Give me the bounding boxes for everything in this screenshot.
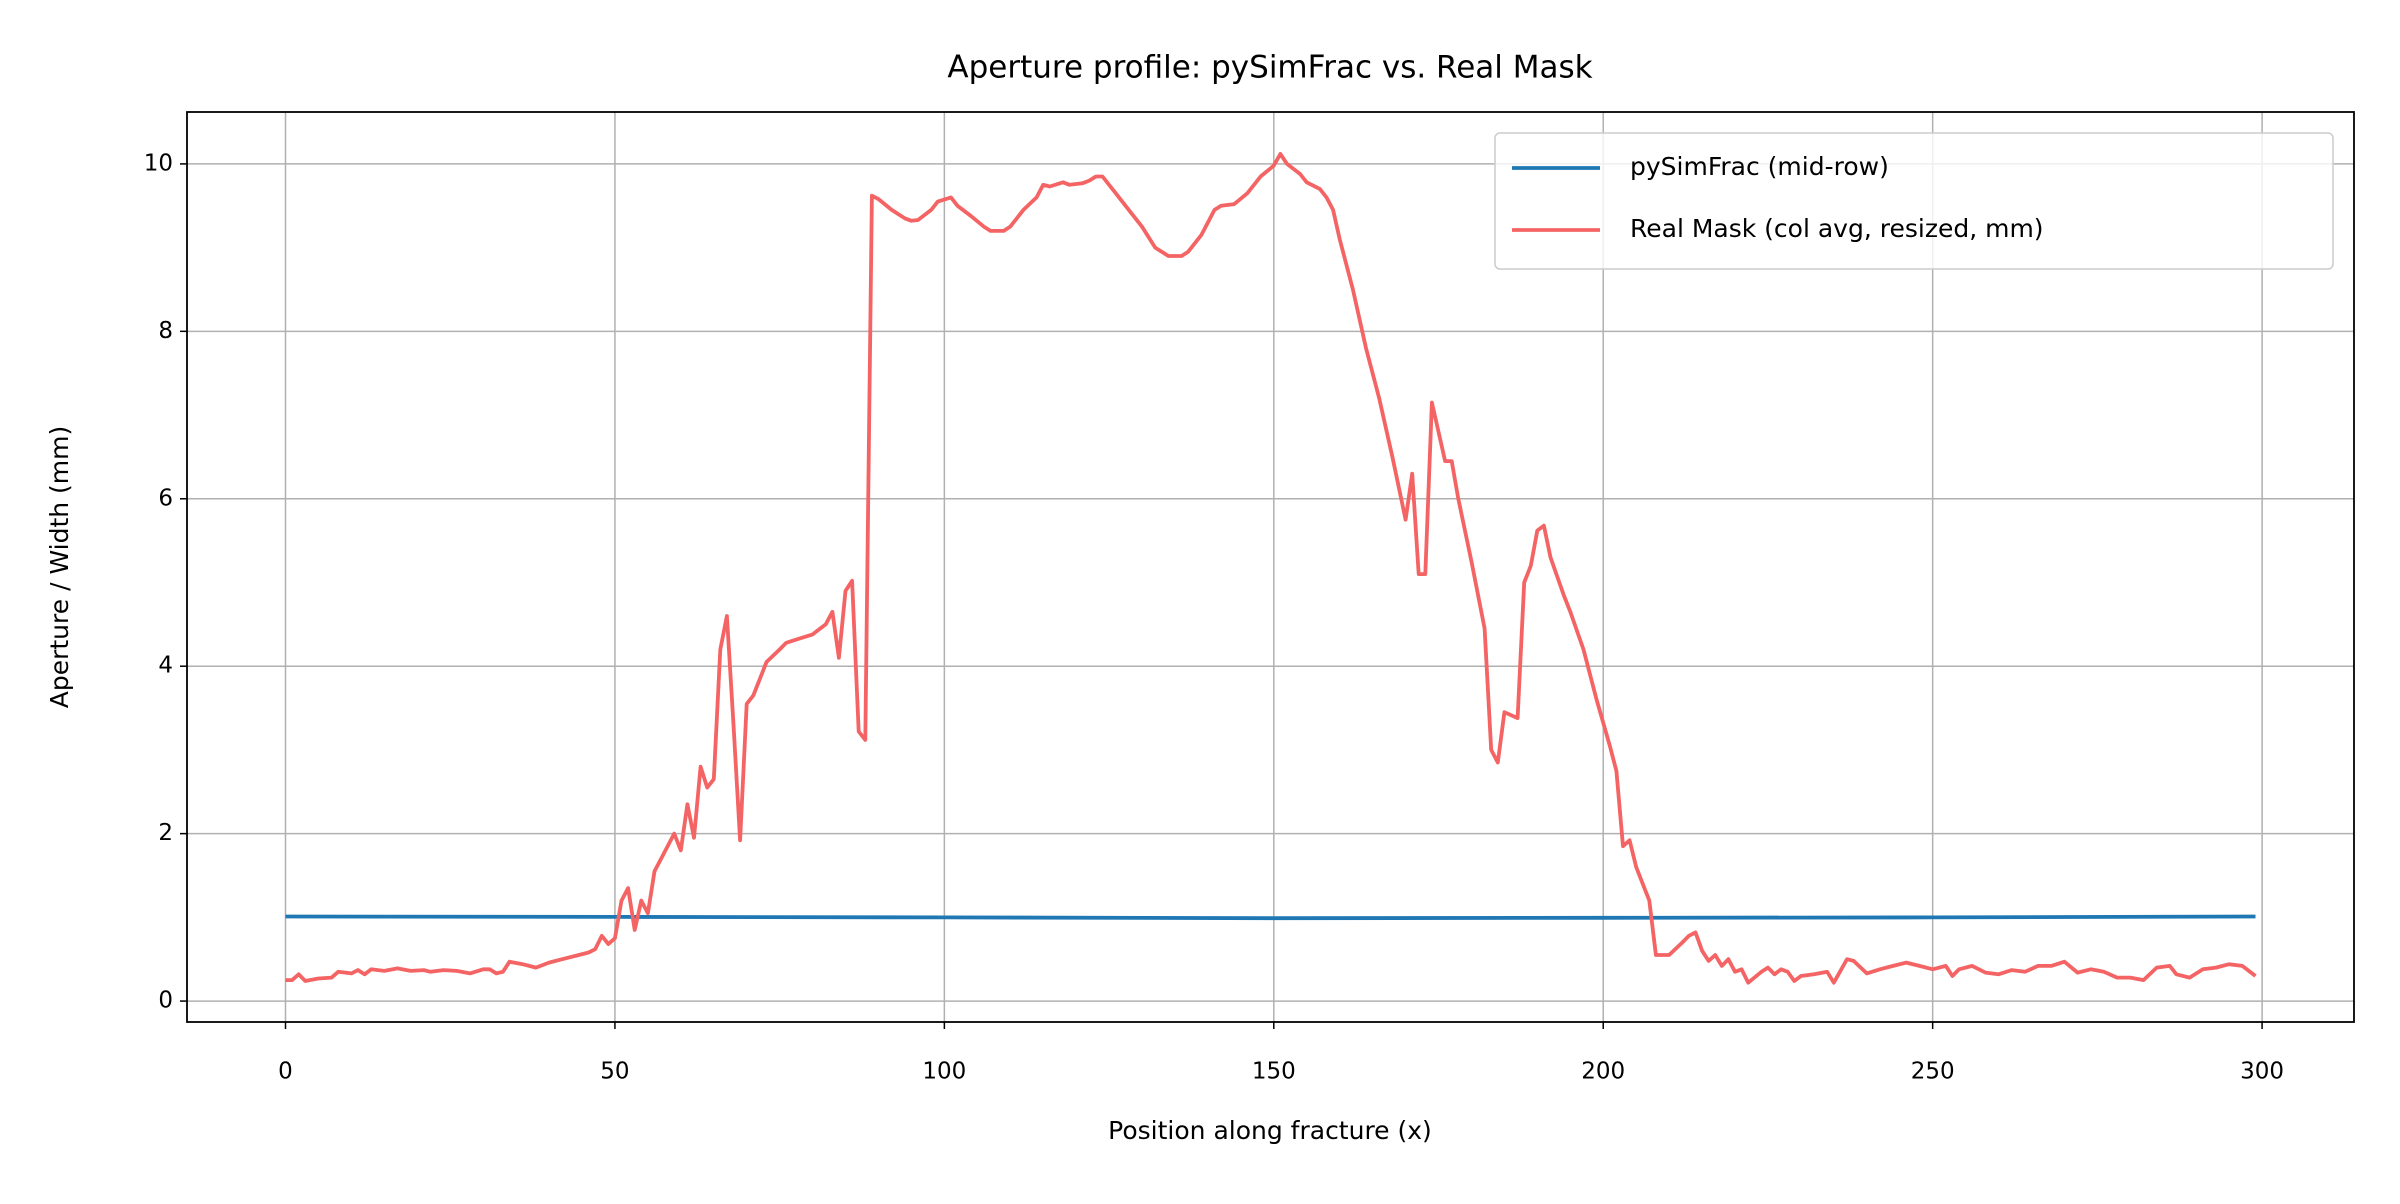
line-series [285, 914, 2256, 921]
y-tick-label: 2 [158, 820, 173, 846]
legend-label: pySimFrac (mid-row) [1630, 152, 1889, 181]
line-series [285, 152, 2257, 985]
x-tick-label: 50 [600, 1059, 629, 1085]
y-tick-label: 0 [158, 988, 173, 1014]
y-tick-label: 8 [158, 318, 173, 344]
x-axis-label: Position along fracture (x) [1108, 1116, 1432, 1145]
y-tick-label: 10 [144, 150, 173, 176]
x-tick-label: 100 [922, 1059, 966, 1085]
y-tick-label: 6 [158, 485, 173, 511]
x-tick-label: 250 [1911, 1059, 1955, 1085]
axes-frame [186, 111, 2355, 1023]
y-axis-label: Aperture / Width (mm) [45, 426, 74, 709]
x-tick-label: 200 [1581, 1059, 1625, 1085]
x-tick-label: 300 [2240, 1059, 2284, 1085]
legend-label: Real Mask (col avg, resized, mm) [1630, 214, 2044, 243]
x-tick-label: 0 [278, 1059, 293, 1085]
legend-box [1494, 132, 2334, 270]
y-tick-label: 4 [158, 653, 173, 679]
chart-title: Aperture profile: pySimFrac vs. Real Mas… [947, 50, 1592, 86]
x-tick-label: 150 [1252, 1059, 1296, 1085]
